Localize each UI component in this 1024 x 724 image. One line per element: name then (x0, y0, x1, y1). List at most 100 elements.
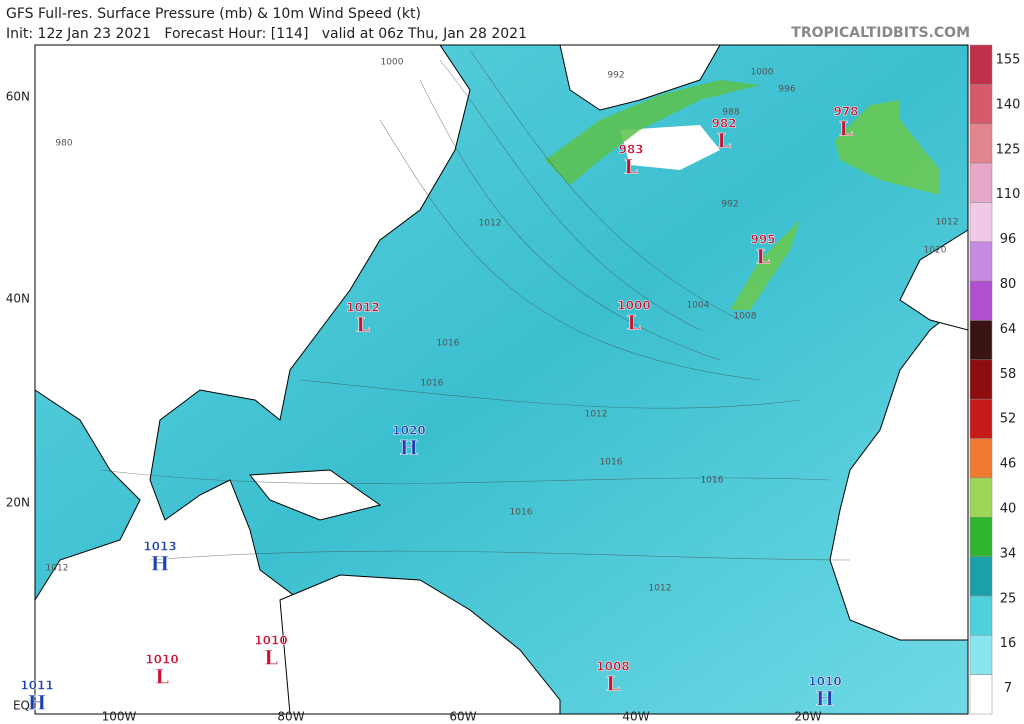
center-value: 982 (711, 117, 736, 131)
colorbar-label: 110 (996, 187, 1021, 202)
map (34, 44, 969, 715)
center-letter: H (151, 552, 170, 576)
isobar-label: 996 (778, 85, 795, 95)
colorbar-swatch (969, 84, 993, 124)
colorbar-label: 155 (996, 53, 1021, 68)
colorbar-label: 125 (996, 142, 1021, 157)
title: GFS Full-res. Surface Pressure (mb) & 10… (6, 6, 421, 22)
colorbar-label: 16 (1000, 636, 1017, 651)
center-value: 1010 (254, 634, 287, 648)
colorbar-swatch (969, 477, 993, 518)
center-letter: L (627, 311, 641, 335)
lat-label: EQ (13, 699, 30, 713)
lon-label: 40W (622, 710, 649, 724)
center-value: 1010 (808, 675, 841, 689)
center-letter: L (264, 646, 278, 670)
isobar-label: 1020 (924, 246, 947, 256)
colorbar-swatch (969, 280, 993, 321)
center-letter: L (756, 245, 770, 269)
isobar-label: 988 (722, 108, 739, 118)
colorbar-swatch (969, 516, 993, 557)
center-letter: L (624, 155, 638, 179)
lat-label: 60N (6, 90, 30, 104)
colorbar-label: 34 (1000, 546, 1017, 561)
center-letter: L (155, 665, 169, 689)
center-value: 1013 (143, 540, 176, 554)
isobar-label: 1012 (585, 410, 608, 420)
colorbar-swatch (969, 241, 993, 282)
center-value: 1010 (145, 653, 178, 667)
lon-label: 60W (449, 710, 476, 724)
center-letter: L (717, 129, 731, 153)
center-value: 1008 (596, 660, 629, 674)
center-value: 1012 (346, 301, 379, 315)
isobar-label: 1016 (510, 508, 533, 518)
colorbar-swatch (969, 123, 993, 164)
lat-label: 40N (6, 292, 30, 306)
africa (829, 298, 969, 641)
isobars (99, 49, 851, 561)
center-letter: H (816, 687, 835, 711)
wind-core (730, 220, 800, 310)
isobar-label: 1016 (437, 339, 460, 349)
isobar-label: 1012 (479, 219, 502, 229)
wind-core (545, 80, 760, 185)
isobar-label: 1016 (600, 458, 623, 468)
isobar-label: 1000 (381, 58, 404, 68)
center-value: 995 (750, 233, 775, 247)
isobar-label: 1012 (936, 218, 959, 228)
south-america (279, 574, 561, 715)
colorbar-swatch (969, 674, 993, 715)
lon-label: 20W (794, 710, 821, 724)
colorbar-label: 140 (996, 97, 1021, 112)
subtitle: Init: 12z Jan 23 2021 Forecast Hour: [11… (6, 26, 527, 42)
colorbar-swatch (969, 595, 993, 636)
center-value: 1020 (392, 424, 425, 438)
colorbar-label: 58 (1000, 367, 1017, 382)
center-letter: L (356, 313, 370, 337)
colorbar-swatch (969, 320, 993, 361)
lon-label: 100W (102, 710, 137, 724)
greenland (559, 44, 721, 111)
isobar-label: 1000 (751, 68, 774, 78)
isobar-label: 1012 (46, 564, 69, 574)
isobar-label: 1016 (701, 476, 724, 486)
colorbar-label: 46 (1000, 457, 1017, 472)
colorbar-swatch (969, 556, 993, 597)
isobar-label: 980 (55, 139, 72, 149)
wind-core (835, 100, 940, 195)
lon-label: 80W (277, 710, 304, 724)
center-value: 983 (618, 143, 643, 157)
colorbar-label: 96 (1000, 232, 1017, 247)
colorbar-swatch (969, 162, 993, 203)
isobar-label: 1012 (649, 584, 672, 594)
colorbar-label: 52 (1000, 412, 1017, 427)
brand: TROPICALTIDBITS.COM (791, 25, 970, 41)
colorbar-swatch (969, 398, 993, 439)
lat-label: 20N (6, 496, 30, 510)
center-value: 978 (833, 105, 858, 119)
colorbar-label: 80 (1000, 277, 1017, 292)
calm-patch (620, 125, 720, 170)
isobar-label: 1016 (421, 379, 444, 389)
colorbar-label: 40 (1000, 502, 1017, 517)
center-letter: L (606, 672, 620, 696)
colorbar-label: 64 (1000, 322, 1017, 337)
colorbar-label: 7 (1004, 681, 1012, 696)
colorbar-swatch (969, 44, 993, 85)
center-value: 1011 (20, 679, 53, 693)
colorbar-label: 25 (1000, 591, 1017, 606)
center-letter: H (400, 436, 419, 460)
colorbar-swatch (969, 438, 993, 479)
iberia (899, 229, 969, 331)
isobar-label: 1008 (734, 312, 757, 322)
isobar-label: 992 (607, 71, 624, 81)
colorbar-swatch (969, 202, 993, 243)
north-america (34, 44, 471, 715)
colorbar-swatch (969, 359, 993, 400)
center-letter: L (839, 117, 853, 141)
center-value: 1000 (617, 299, 650, 313)
isobar-label: 1004 (687, 301, 710, 311)
colorbar-swatch (969, 635, 993, 675)
